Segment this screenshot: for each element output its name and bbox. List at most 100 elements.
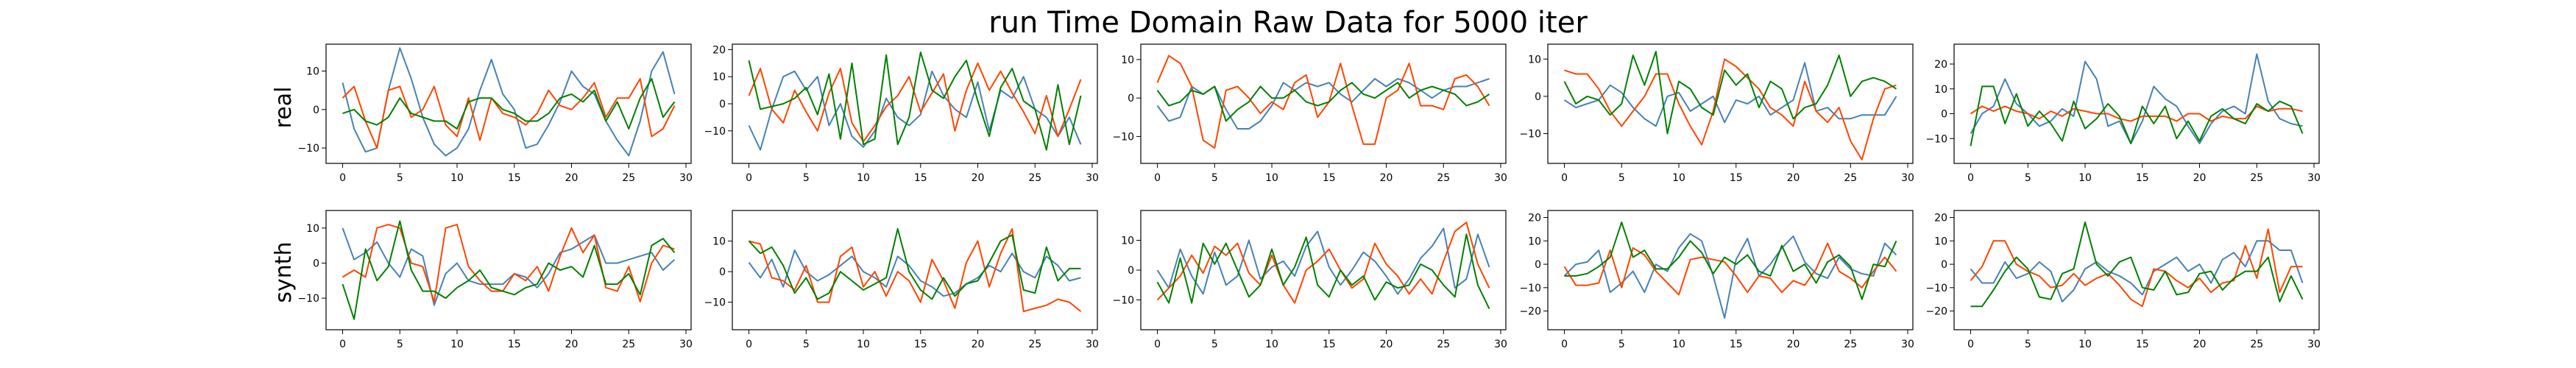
- series-line-3: [1156, 233, 1490, 310]
- x-tick-label: 15: [508, 172, 521, 184]
- x-tick-label: 0: [1154, 172, 1161, 184]
- series-line-3: [1564, 221, 1897, 300]
- y-tick-label: −10: [297, 143, 319, 155]
- row-label-real: real: [271, 87, 297, 129]
- series-line-2: [1564, 58, 1897, 160]
- y-tick-label: 20: [1934, 59, 1947, 71]
- y-tick-label: 0: [1535, 259, 1541, 271]
- figure-title: run Time Domain Raw Data for 5000 iter: [988, 6, 1588, 40]
- series-line-3: [1156, 82, 1490, 122]
- x-tick-label: 20: [1380, 172, 1393, 184]
- x-tick-label: 10: [857, 172, 870, 184]
- x-tick-label: 10: [450, 339, 464, 350]
- x-tick-label: 20: [2193, 172, 2207, 184]
- series-line-3: [1970, 85, 2304, 146]
- subplot-synth-1: 0 5 10 15 20 25 30 −10 0 10: [297, 210, 693, 350]
- y-tick-label: 10: [306, 223, 319, 235]
- x-tick-label: 30: [1901, 172, 1914, 184]
- row-label-synth: synth: [271, 241, 297, 302]
- x-tick-label: 5: [803, 172, 810, 184]
- y-tick-label: −20: [1519, 306, 1541, 318]
- x-tick-label: 5: [1618, 172, 1625, 184]
- y-tick-label: 20: [712, 44, 726, 56]
- x-tick-label: 0: [1154, 339, 1161, 350]
- y-tick-label: −10: [704, 126, 726, 138]
- y-tick-label: −10: [1519, 129, 1541, 141]
- subplot-real-2: 0 5 10 15 20 25 30 −10 0 10 20: [704, 43, 1099, 184]
- series-line-1: [1970, 53, 2303, 144]
- x-tick-label: 25: [2250, 339, 2263, 350]
- x-tick-label: 10: [857, 339, 870, 350]
- x-tick-label: 0: [746, 172, 752, 184]
- x-tick-label: 25: [622, 339, 635, 350]
- x-tick-label: 10: [2078, 172, 2092, 184]
- x-tick-label: 30: [2307, 339, 2321, 350]
- subplot-synth-3: 0 5 10 15 20 25 30 −10 0 10: [1112, 210, 1507, 350]
- y-tick-label: −10: [1112, 295, 1134, 307]
- axes-frame: [1953, 210, 2320, 330]
- y-tick-label: −10: [297, 293, 319, 305]
- y-tick-label: 0: [719, 99, 726, 110]
- y-tick-label: −10: [1925, 283, 1947, 294]
- x-tick-label: 10: [450, 172, 464, 184]
- series-line-2: [1156, 222, 1490, 304]
- x-tick-label: 15: [1323, 172, 1336, 184]
- y-tick-label: 0: [1941, 109, 1947, 121]
- x-tick-label: 15: [1323, 339, 1336, 350]
- y-tick-label: 0: [1128, 265, 1134, 277]
- series-line-1: [342, 47, 676, 157]
- y-tick-label: −10: [1112, 131, 1134, 143]
- x-tick-label: 30: [1086, 172, 1099, 184]
- x-tick-label: 20: [972, 172, 985, 184]
- series-line-2: [1563, 242, 1897, 296]
- axes-frame: [1953, 43, 2320, 164]
- x-tick-label: 25: [1437, 339, 1450, 350]
- x-tick-label: 20: [972, 339, 985, 350]
- axes-frame: [1547, 210, 1914, 330]
- series-line-3: [1563, 51, 1897, 135]
- y-tick-label: 0: [719, 266, 726, 278]
- y-tick-label: 10: [712, 71, 726, 83]
- x-tick-label: 20: [1787, 339, 1800, 350]
- subplot-grid: 0 5 10 15 20 25 30 −10 0 10 0 5 10 15 20 25 30 −10 0 10 20 0 5…: [297, 43, 2321, 350]
- series-line-3: [748, 52, 1082, 151]
- subplot-synth-4: 0 5 10 15 20 25 30 −20 −10 0 10 20: [1519, 210, 1914, 350]
- subplot-synth-5: 0 5 10 15 20 25 30 −20 −10 0 10 20: [1925, 210, 2321, 350]
- x-tick-label: 25: [1844, 172, 1857, 184]
- x-tick-label: 10: [1672, 339, 1685, 350]
- x-tick-label: 5: [2025, 172, 2031, 184]
- series-line-2: [1156, 54, 1490, 149]
- axes-frame: [1140, 43, 1507, 164]
- y-tick-label: 20: [1528, 213, 1541, 224]
- y-tick-label: 10: [1528, 236, 1541, 247]
- x-tick-label: 20: [2193, 339, 2207, 350]
- series-line-1: [748, 70, 1082, 151]
- x-tick-label: 30: [679, 339, 693, 350]
- series-line-2: [1970, 105, 2303, 122]
- series-line-1: [748, 250, 1081, 297]
- x-tick-label: 10: [1265, 339, 1278, 350]
- series-line-1: [1970, 240, 2304, 302]
- x-tick-label: 0: [746, 339, 752, 350]
- x-tick-label: 20: [1380, 339, 1393, 350]
- x-tick-label: 0: [339, 339, 346, 350]
- x-tick-label: 0: [1561, 172, 1568, 184]
- x-tick-label: 20: [1787, 172, 1800, 184]
- series-line-3: [1970, 221, 2304, 308]
- y-tick-label: −10: [704, 297, 726, 309]
- x-tick-label: 20: [565, 172, 578, 184]
- x-tick-label: 0: [1967, 339, 1974, 350]
- x-tick-label: 5: [397, 339, 403, 350]
- axes-frame: [732, 43, 1098, 164]
- x-tick-label: 30: [1494, 339, 1507, 350]
- series-line-2: [1970, 228, 2303, 308]
- axes-frame: [732, 210, 1098, 330]
- series-line-2: [342, 78, 676, 149]
- y-tick-label: 0: [313, 105, 319, 116]
- y-tick-label: 10: [1528, 54, 1541, 66]
- series-line-3: [342, 78, 676, 130]
- axes-frame: [325, 43, 692, 164]
- x-tick-label: 30: [1086, 339, 1099, 350]
- x-tick-label: 5: [1618, 339, 1625, 350]
